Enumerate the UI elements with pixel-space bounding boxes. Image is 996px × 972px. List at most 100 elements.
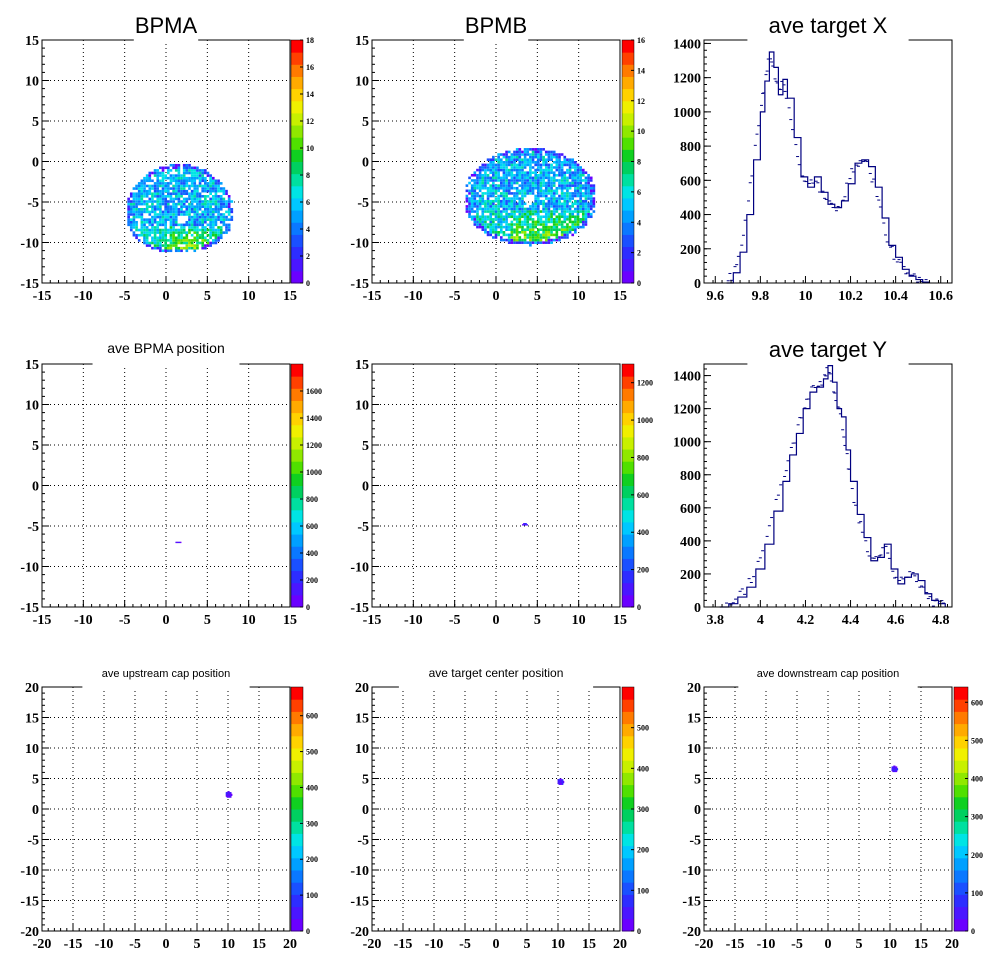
heatmap-cell: [568, 225, 572, 229]
heatmap-cell: [513, 192, 516, 195]
heatmap-cell: [153, 246, 157, 250]
heatmap-cell: [188, 239, 191, 242]
heatmap-cell: [574, 192, 577, 195]
heatmap-cell: [156, 197, 160, 201]
heatmap-cell: [174, 236, 178, 240]
heatmap-cell: [214, 184, 218, 188]
heatmap-cell: [185, 169, 189, 172]
heatmap-cell: [510, 205, 514, 208]
heatmap-cell: [219, 236, 223, 240]
heatmap-cell: [174, 213, 178, 216]
heatmap-cell: [468, 189, 471, 193]
heatmap-cell: [132, 223, 136, 227]
heatmap-cell: [172, 197, 175, 201]
heatmap-cell: [515, 225, 519, 229]
heatmap-cell: [529, 205, 532, 208]
heatmap-cell: [507, 168, 511, 172]
panel-target-y: 3.8 4 4.2 4.4 4.6 4.8020040060080010001200140…: [673, 337, 953, 628]
heatmap-cell: [576, 181, 580, 185]
heatmap-cell: [531, 202, 535, 206]
heatmap-cell: [558, 782, 560, 785]
heatmap-cell: [566, 184, 569, 187]
color-scale-swatch: [291, 461, 303, 474]
heatmap-cell: [566, 202, 569, 206]
heatmap-cell: [177, 195, 181, 198]
heatmap-cell: [561, 780, 564, 782]
heatmap-cell: [164, 241, 167, 245]
heatmap-cell: [894, 768, 897, 771]
color-scale-label: 200: [637, 566, 649, 575]
heatmap-cell: [560, 181, 564, 185]
heatmap-cell: [510, 181, 514, 185]
y-tick-label: 10: [355, 75, 369, 90]
heatmap-cell: [589, 194, 593, 198]
heatmap-cell: [478, 168, 482, 172]
heatmap-cell: [230, 793, 232, 796]
heatmap-cell: [507, 155, 511, 159]
heatmap-cell: [166, 218, 170, 221]
heatmap-cell: [468, 192, 471, 195]
heatmap-cell: [502, 202, 506, 206]
heatmap-cell: [172, 166, 175, 170]
heatmap-cell: [537, 220, 540, 224]
heatmap-cell: [584, 186, 588, 190]
heatmap-cell: [576, 163, 580, 167]
heatmap-cell: [505, 155, 508, 159]
color-scale-swatch: [291, 784, 303, 798]
heatmap-cell: [228, 792, 230, 794]
heatmap-cell: [196, 213, 199, 216]
heatmap-cell: [473, 197, 477, 200]
heatmap-cell: [486, 207, 490, 211]
heatmap-cell: [174, 195, 178, 198]
heatmap-cell: [198, 192, 202, 196]
x-tick-label: -5: [791, 937, 803, 952]
heatmap-cell: [494, 168, 498, 172]
color-scale-frame: [953, 686, 969, 932]
heatmap-cell: [494, 212, 498, 216]
heatmap-cell: [544, 194, 548, 198]
heatmap-cell: [489, 228, 493, 231]
heatmap-cell: [574, 171, 577, 174]
heatmap-cell: [153, 241, 157, 245]
heatmap-cell: [515, 173, 519, 177]
heatmap-cell: [132, 205, 136, 208]
heatmap-cell: [476, 210, 479, 213]
heatmap-cell: [561, 779, 564, 781]
heatmap-cell: [526, 225, 530, 229]
heatmap-cell: [190, 174, 194, 177]
heatmap-cell: [227, 228, 231, 232]
heatmap-cell: [177, 184, 181, 188]
heatmap-cell: [571, 210, 575, 213]
heatmap-cell: [526, 215, 530, 219]
heatmap-cell: [159, 202, 162, 206]
chart-title: BPMB: [465, 13, 527, 38]
heatmap-cell: [566, 207, 569, 211]
heatmap-cell: [892, 769, 894, 772]
heatmap-cell: [552, 176, 556, 180]
heatmap-cell: [201, 187, 205, 190]
heatmap-cell: [174, 241, 178, 245]
heatmap-cell: [544, 181, 548, 185]
heatmap-cell: [164, 231, 167, 234]
heatmap-cell: [526, 161, 530, 164]
heatmap-cell: [893, 768, 895, 771]
heatmap-cell: [531, 184, 535, 187]
heatmap-cell: [891, 766, 893, 768]
heatmap-cell: [515, 153, 519, 156]
heatmap-cell: [222, 205, 226, 208]
heatmap-cell: [584, 210, 588, 213]
heatmap-cell: [196, 246, 199, 250]
heatmap-cell: [217, 213, 220, 216]
color-scale-swatch: [622, 412, 634, 426]
heatmap-cell: [478, 171, 482, 174]
heatmap-cell: [568, 184, 572, 187]
heatmap-cell: [193, 239, 197, 242]
heatmap-cell: [507, 189, 511, 193]
heatmap-cell: [219, 197, 223, 201]
heatmap-cell: [531, 192, 535, 195]
plot-frame: [703, 363, 953, 608]
heatmap-cell: [518, 197, 522, 200]
heatmap-cell: [507, 179, 511, 182]
heatmap-cell: [185, 182, 189, 185]
